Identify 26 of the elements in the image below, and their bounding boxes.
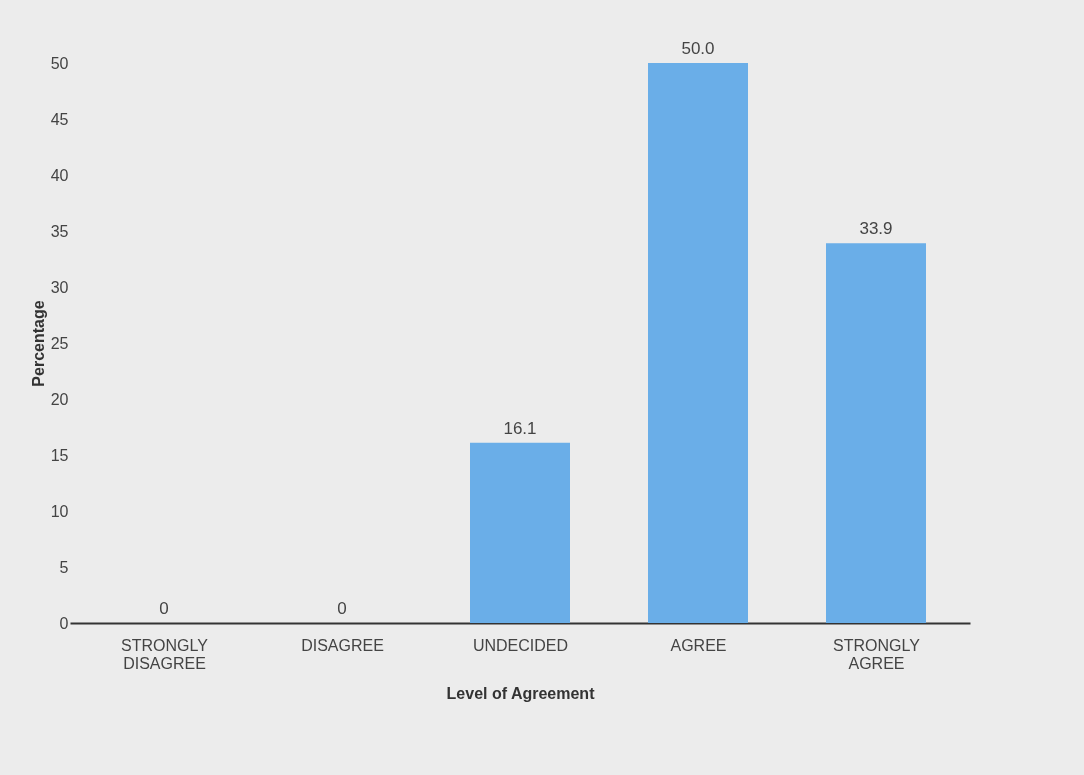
y-tick-label: 0 xyxy=(59,614,69,632)
y-tick-label: 5 xyxy=(59,558,69,576)
y-tick-label: 10 xyxy=(50,502,69,520)
y-axis-title: Percentage xyxy=(29,300,47,387)
data-label: 0 xyxy=(159,599,169,618)
y-tick-label: 35 xyxy=(50,222,69,240)
y-tick-label: 20 xyxy=(50,390,69,408)
x-tick-label: UNDECIDED xyxy=(472,636,569,654)
x-tick-label: STRONGLY AGREE xyxy=(833,636,921,672)
bar xyxy=(826,243,926,623)
y-tick-label: 45 xyxy=(50,110,69,128)
x-tick-label: STRONGLY DISAGREE xyxy=(121,636,209,672)
y-tick-label: 30 xyxy=(50,278,69,296)
bar xyxy=(648,63,748,623)
y-tick-label: 40 xyxy=(50,166,69,184)
x-axis-title: Level of Agreement xyxy=(446,684,596,702)
x-tick-label: DISAGREE xyxy=(301,636,384,654)
y-tick-label: 25 xyxy=(50,334,69,352)
x-tick-label: AGREE xyxy=(670,636,727,654)
y-tick-label: 15 xyxy=(50,446,69,464)
data-label: 50.0 xyxy=(681,39,715,58)
bar xyxy=(470,442,570,623)
data-label: 33.9 xyxy=(859,219,893,239)
data-label: 16.1 xyxy=(503,418,537,438)
y-tick-label: 50 xyxy=(50,54,69,72)
data-label: 0 xyxy=(337,599,347,618)
